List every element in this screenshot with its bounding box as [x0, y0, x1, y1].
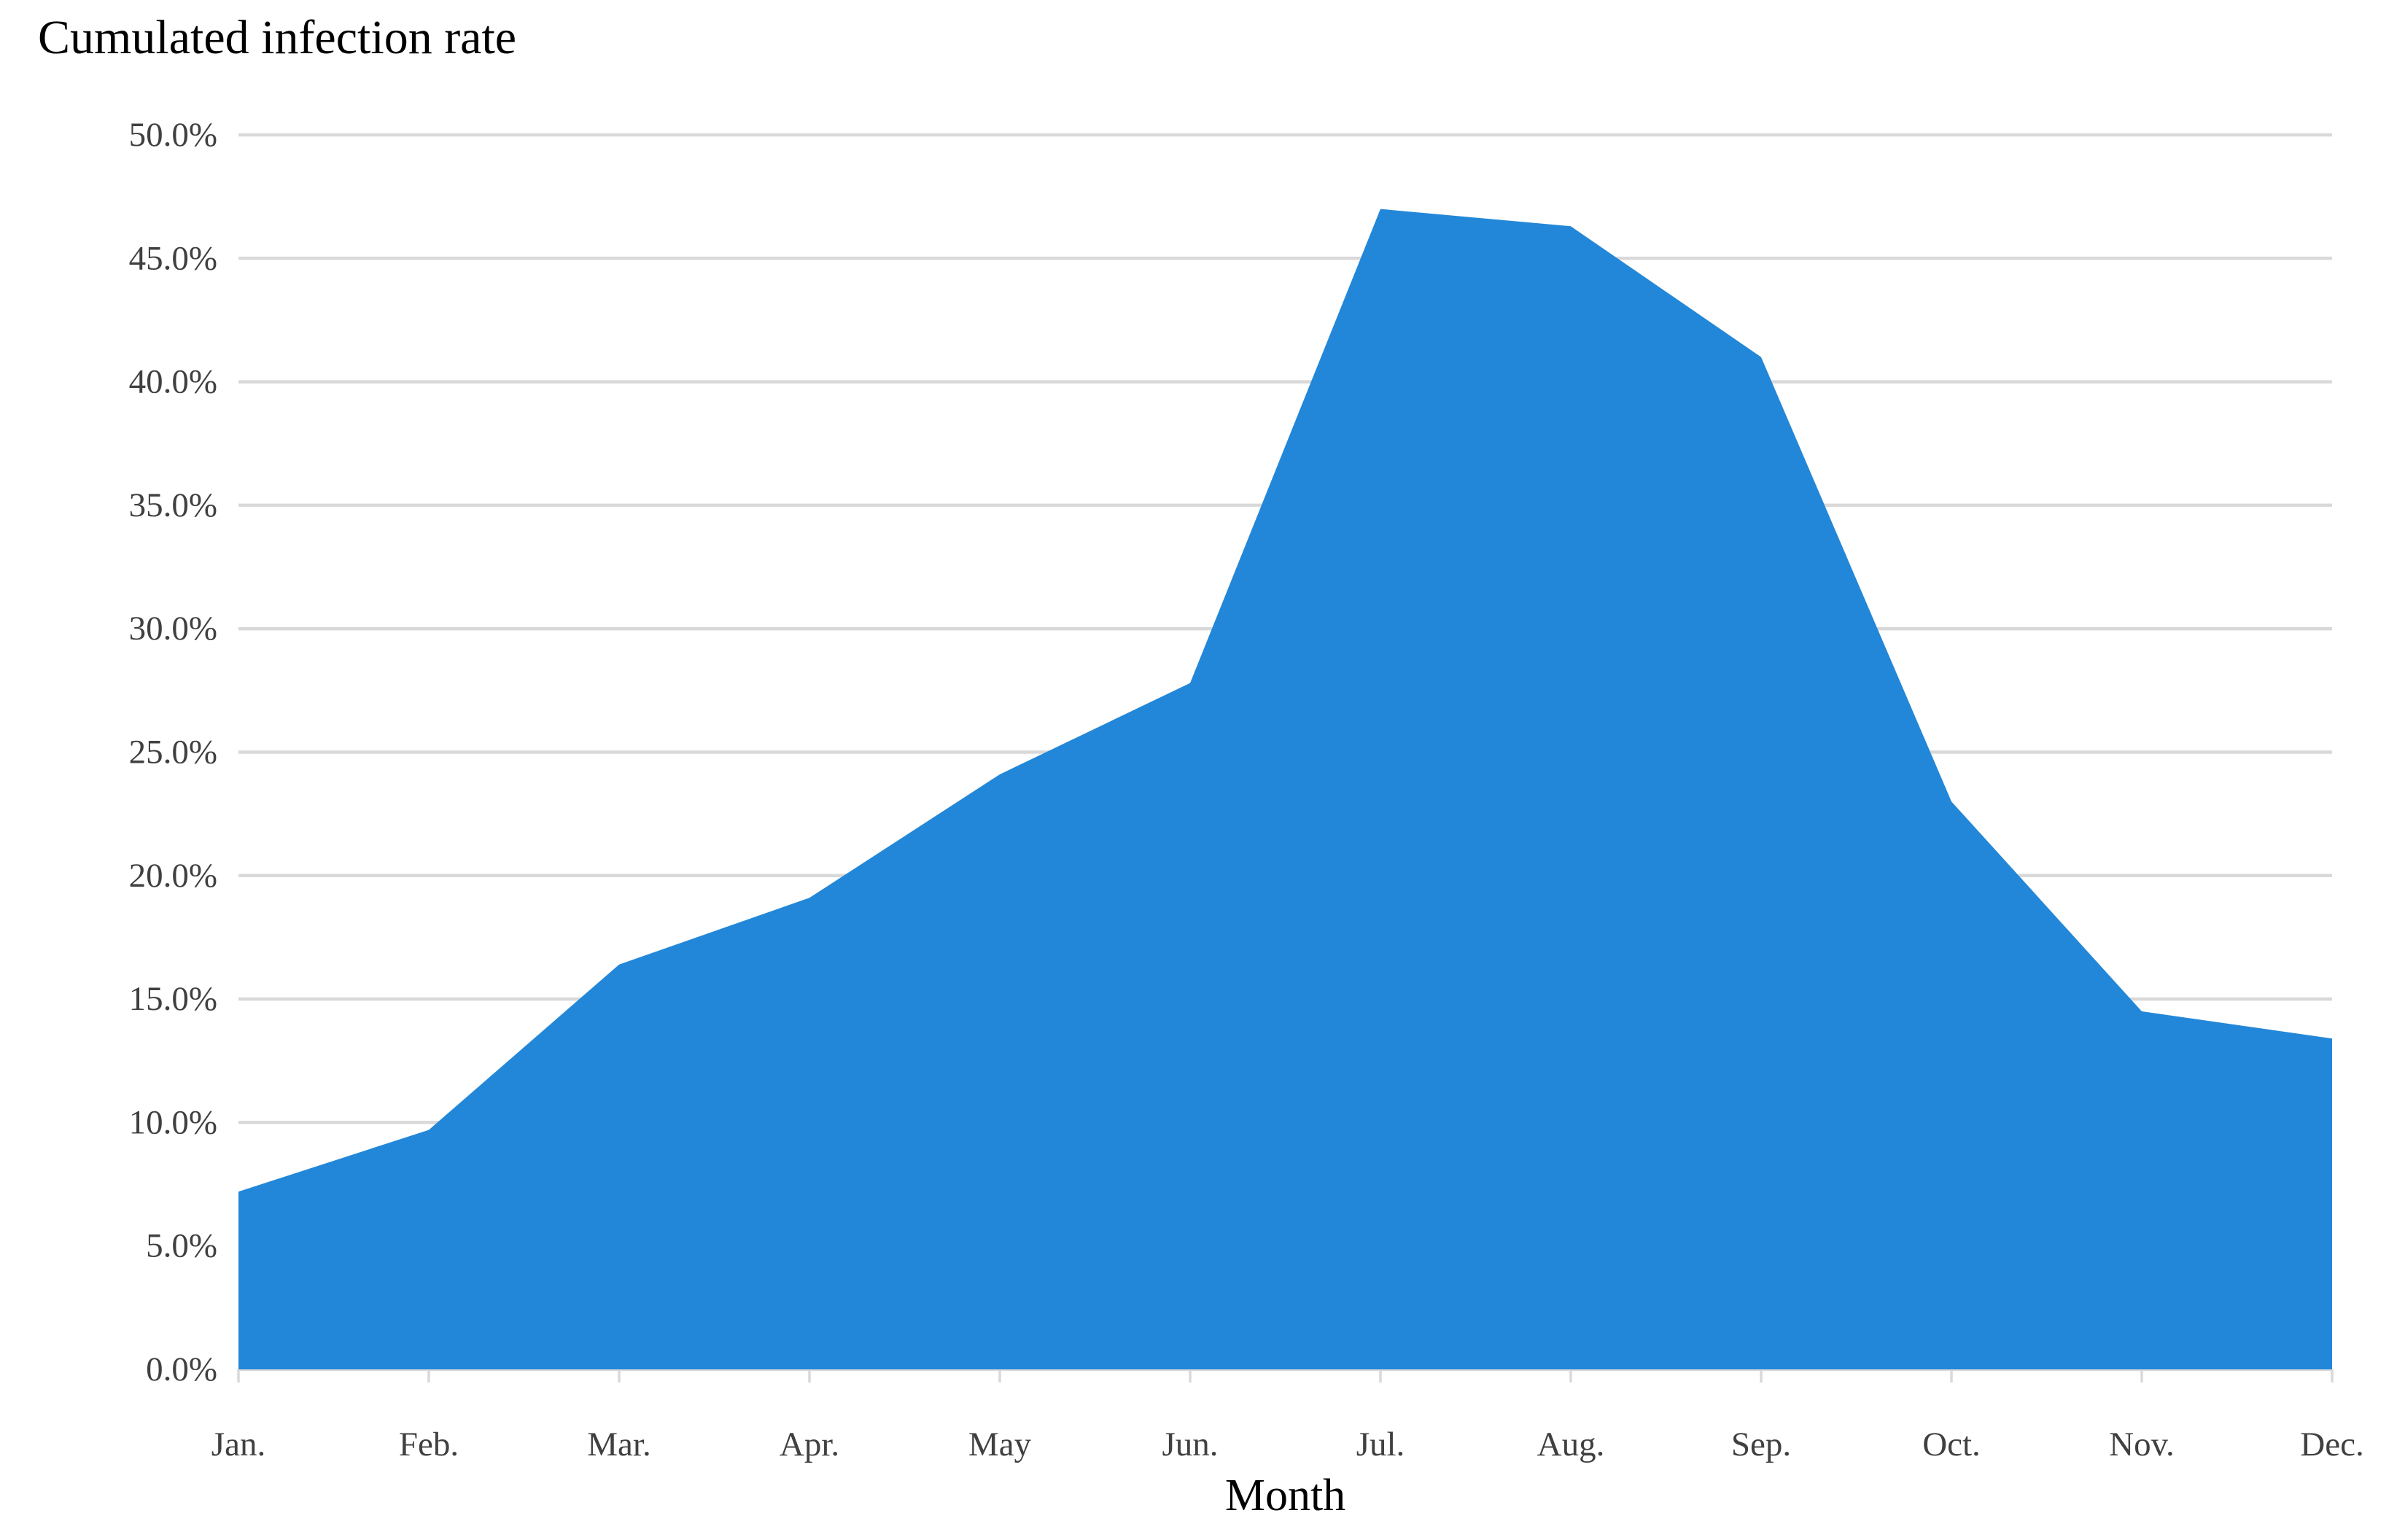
x-tick-label: Jul.: [1356, 1426, 1405, 1463]
x-tick-label: Oct.: [1922, 1426, 1981, 1463]
x-tick-label: Nov.: [2109, 1426, 2175, 1463]
y-tick-label: 40.0%: [129, 363, 217, 401]
y-tick-label: 35.0%: [129, 486, 217, 524]
y-tick-label: 45.0%: [129, 239, 217, 277]
x-tick-label: Mar.: [587, 1426, 650, 1463]
y-tick-label: 20.0%: [129, 857, 217, 895]
x-tick-label: Jan.: [211, 1426, 265, 1463]
x-tick-label: Jun.: [1162, 1426, 1218, 1463]
x-tick-label: May: [968, 1426, 1032, 1463]
y-tick-label: 10.0%: [129, 1103, 217, 1141]
y-tick-label: 25.0%: [129, 734, 217, 771]
x-axis-title: Month: [1224, 1471, 1346, 1520]
y-tick-label: 15.0%: [129, 980, 217, 1018]
x-tick-label: Aug.: [1537, 1426, 1605, 1463]
y-tick-label: 30.0%: [129, 610, 217, 648]
x-tick-label: Apr.: [780, 1426, 839, 1463]
x-tick-label: Feb.: [399, 1426, 459, 1463]
y-tick-label: 0.0%: [146, 1350, 217, 1388]
y-tick-label: 50.0%: [129, 116, 217, 154]
y-tick-label: 5.0%: [146, 1227, 217, 1265]
x-tick-label: Dec.: [2300, 1426, 2363, 1463]
area-series: [238, 209, 2332, 1370]
x-tick-label: Sep.: [1731, 1426, 1791, 1463]
chart-title: Cumulated infection rate: [38, 11, 517, 64]
